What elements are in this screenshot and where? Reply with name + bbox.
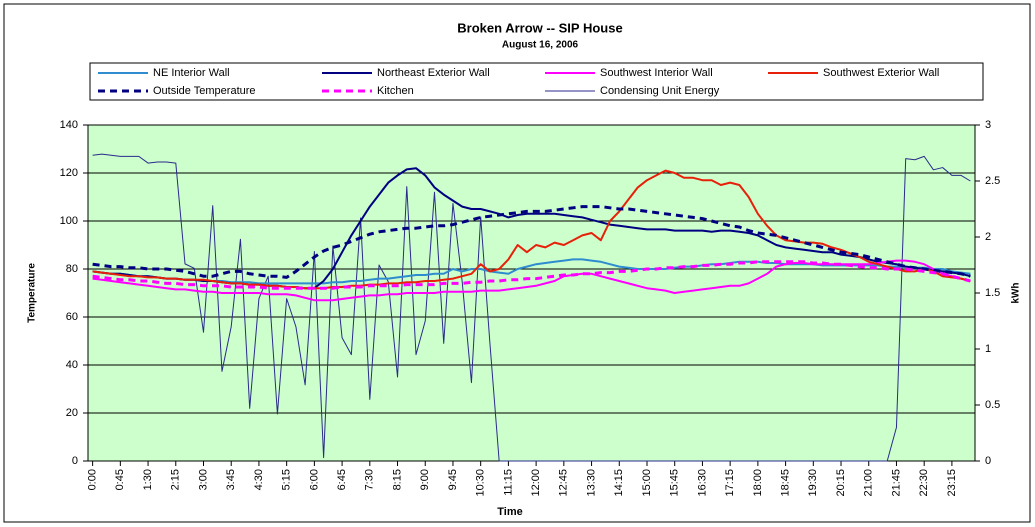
chart-subtitle: August 16, 2006 [502,40,579,51]
y-tick-label: 0 [72,455,78,467]
x-tick-label: 19:30 [807,469,819,497]
y-tick-label: 100 [60,215,78,227]
x-tick-label: 2:15 [170,469,182,490]
x-tick-label: 8:15 [391,469,403,490]
x-tick-label: 14:15 [613,469,625,497]
y2-tick-label: 2 [985,231,991,243]
x-tick-label: 21:45 [890,469,902,497]
x-tick-label: 18:00 [752,469,764,497]
series-line [92,260,971,290]
legend-label: Kitchen [377,85,414,97]
series-line [92,169,971,290]
x-tick-label: 9:00 [419,469,431,490]
x-tick-label: 18:45 [779,469,791,497]
x-tick-label: 13:30 [585,469,597,497]
x-tick-label: 16:30 [696,469,708,497]
x-tick-label: 22:30 [918,469,930,497]
legend-label: Condensing Unit Energy [600,85,720,97]
x-tick-label: 1:30 [142,469,154,490]
x-tick-label: 6:45 [336,469,348,490]
legend-label: NE Interior Wall [153,67,230,79]
y-tick-label: 120 [60,167,78,179]
x-tick-label: 11:15 [502,469,514,496]
y-tick-label: 20 [66,407,78,419]
y2-tick-label: 3 [985,119,991,131]
y-tick-label: 140 [60,119,78,131]
x-tick-label: 5:15 [281,469,293,490]
x-tick-label: 21:00 [863,469,875,497]
y2-tick-label: 2.5 [985,175,1000,187]
x-tick-label: 3:45 [225,469,237,490]
x-tick-label: 12:00 [530,469,542,497]
y2-tick-label: 1 [985,343,991,355]
x-tick-label: 0:00 [87,469,99,490]
x-tick-label: 15:45 [669,469,681,497]
y2-tick-label: 1.5 [985,287,1000,299]
legend-label: Southwest Interior Wall [600,67,713,79]
x-tick-label: 12:45 [558,469,570,497]
legend-label: Southwest Exterior Wall [823,67,939,79]
x-tick-label: 10:30 [475,469,487,497]
x-tick-label: 9:45 [447,469,459,490]
x-axis-label: Time [497,506,522,518]
chart-title: Broken Arrow -- SIP House [457,20,622,35]
series-line [92,153,971,462]
x-tick-label: 6:00 [308,469,320,490]
series-line [92,258,971,285]
x-tick-label: 15:00 [641,469,653,497]
legend-label: Northeast Exterior Wall [377,67,490,79]
y2-tick-label: 0 [985,455,991,467]
x-tick-label: 4:30 [253,469,265,490]
x-tick-label: 20:15 [835,469,847,497]
x-tick-label: 23:15 [946,469,958,497]
legend-label: Outside Temperature [153,85,256,97]
x-tick-label: 17:15 [724,469,736,497]
x-tick-label: 0:45 [114,469,126,490]
y2-tick-label: 0.5 [985,399,1000,411]
y-tick-label: 40 [66,359,78,371]
legend-box [89,62,984,101]
y-tick-label: 60 [66,311,78,323]
x-tick-label: 3:00 [197,469,209,490]
y-axis-label: Temperature [27,263,38,323]
y-tick-label: 80 [66,263,78,275]
y2-axis-label: kWh [1011,282,1022,303]
x-tick-label: 7:30 [364,469,376,490]
series-line [92,205,971,279]
